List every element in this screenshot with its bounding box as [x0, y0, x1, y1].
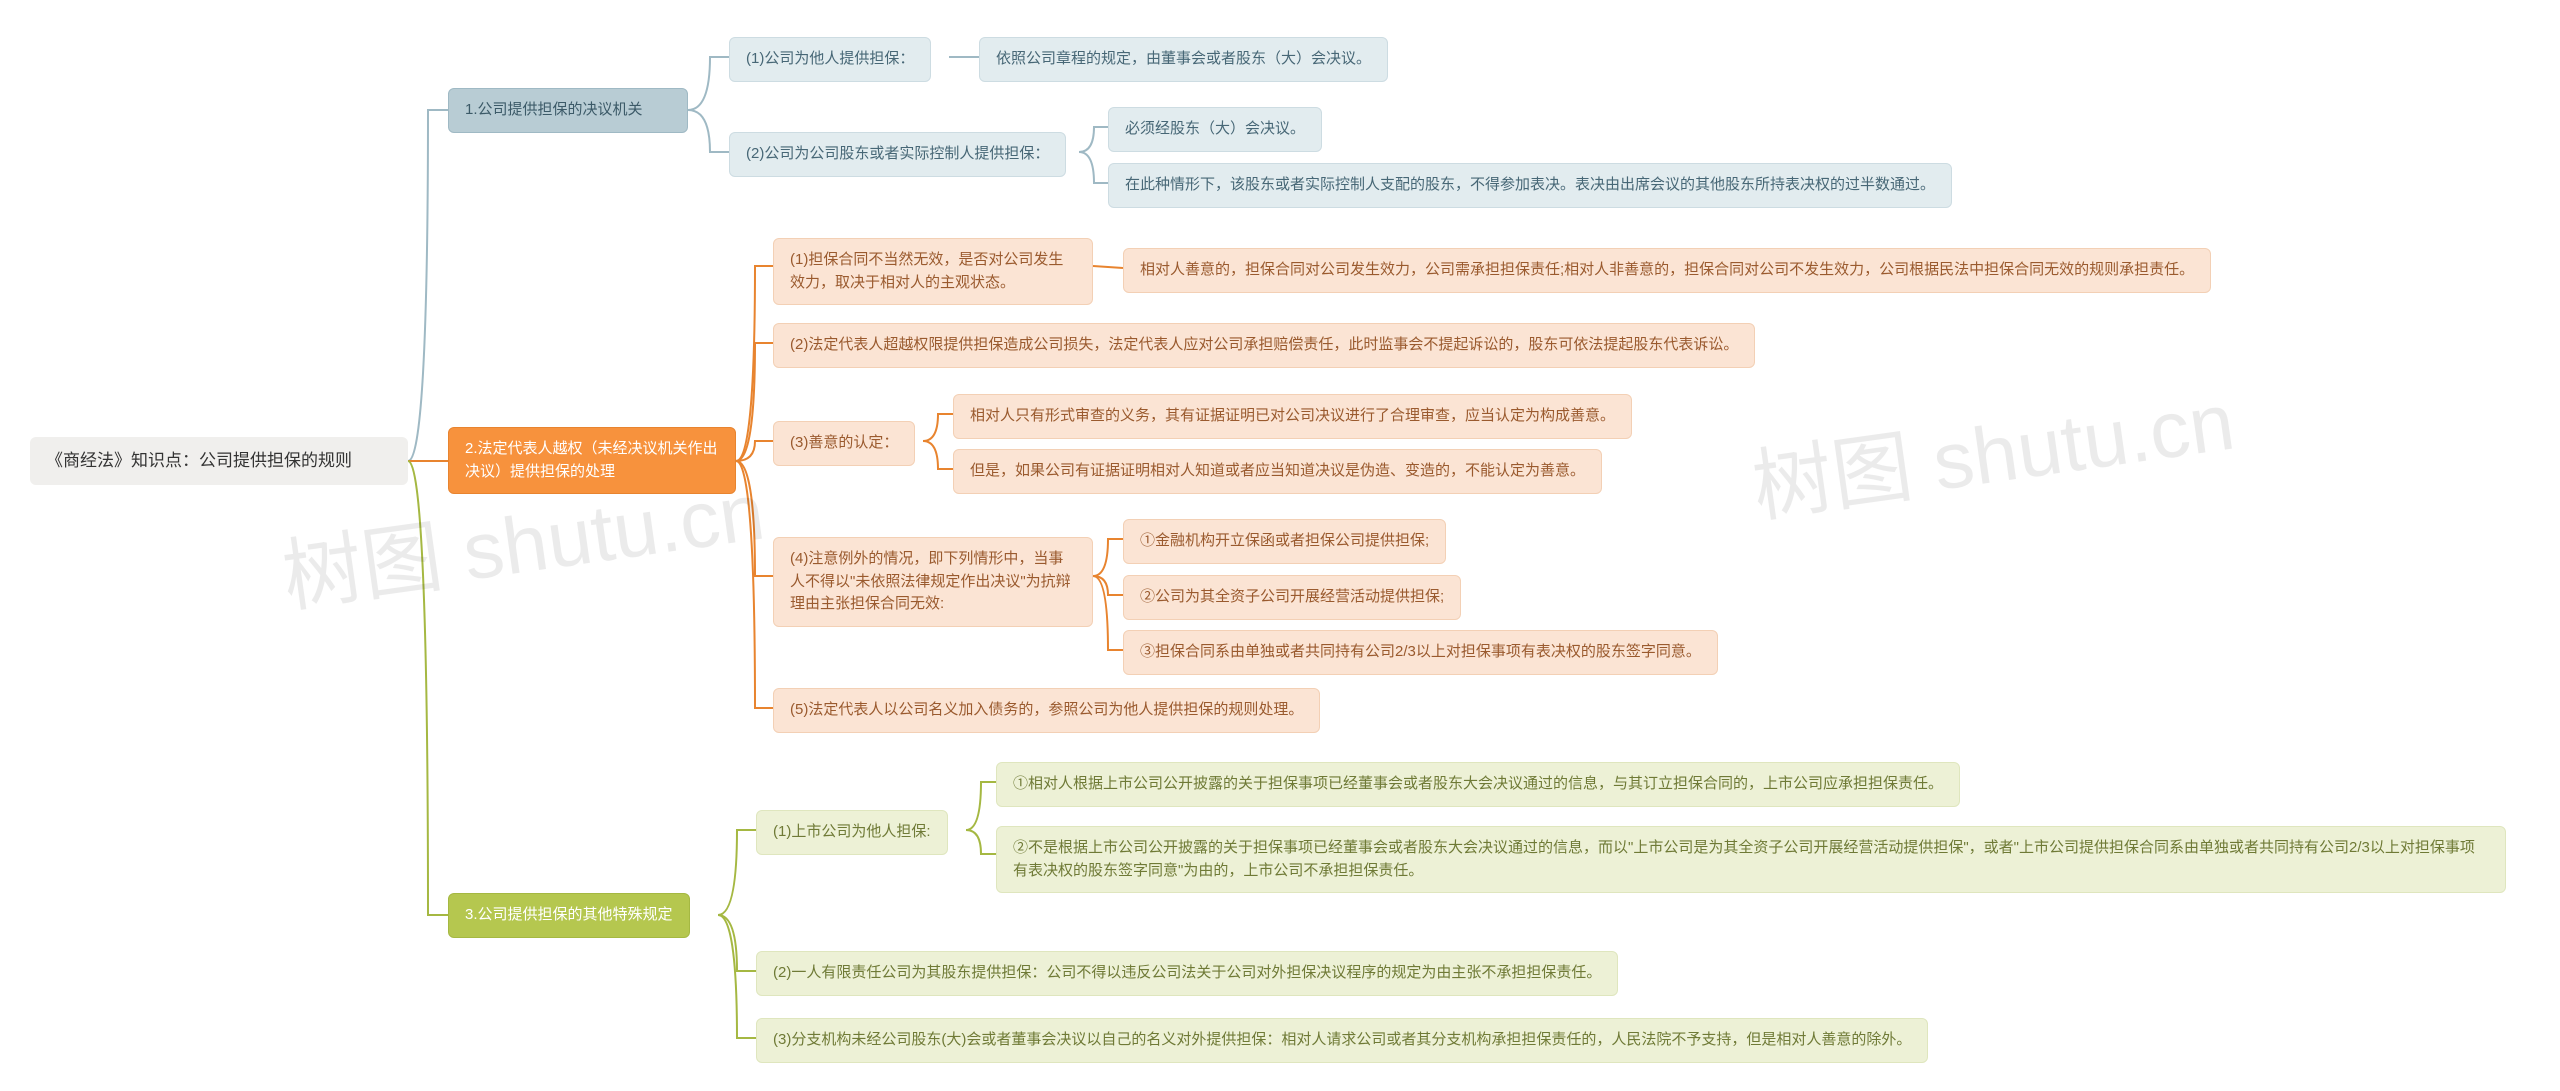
branch-1[interactable]: 1.公司提供担保的决议机关	[448, 88, 688, 133]
b3-c1-c1[interactable]: ①相对人根据上市公司公开披露的关于担保事项已经董事会或者股东大会决议通过的信息，…	[996, 762, 1960, 807]
b2-c1[interactable]: (1)担保合同不当然无效，是否对公司发生效力，取决于相对人的主观状态。	[773, 238, 1093, 305]
root-node[interactable]: 《商经法》知识点：公司提供担保的规则	[30, 437, 408, 485]
b1-c1[interactable]: (1)公司为他人提供担保：	[729, 37, 931, 82]
b1-c2-c1[interactable]: 必须经股东（大）会决议。	[1108, 107, 1322, 152]
b3-c1-c2[interactable]: ②不是根据上市公司公开披露的关于担保事项已经董事会或者股东大会决议通过的信息，而…	[996, 826, 2506, 893]
b2-c4[interactable]: (4)注意例外的情况，即下列情形中，当事人不得以"未依照法律规定作出决议"为抗辩…	[773, 537, 1093, 627]
b3-c1[interactable]: (1)上市公司为他人担保:	[756, 810, 948, 855]
b2-c4-c1[interactable]: ①金融机构开立保函或者担保公司提供担保;	[1123, 519, 1446, 564]
b1-c2[interactable]: (2)公司为公司股东或者实际控制人提供担保：	[729, 132, 1066, 177]
b2-c3-c2[interactable]: 但是，如果公司有证据证明相对人知道或者应当知道决议是伪造、变造的，不能认定为善意…	[953, 449, 1602, 494]
b2-c3-c1[interactable]: 相对人只有形式审查的义务，其有证据证明已对公司决议进行了合理审查，应当认定为构成…	[953, 394, 1632, 439]
branch-3[interactable]: 3.公司提供担保的其他特殊规定	[448, 893, 690, 938]
b2-c3[interactable]: (3)善意的认定：	[773, 421, 915, 466]
mindmap-canvas: 《商经法》知识点：公司提供担保的规则 1.公司提供担保的决议机关 (1)公司为他…	[0, 0, 2560, 1091]
b2-c2[interactable]: (2)法定代表人超越权限提供担保造成公司损失，法定代表人应对公司承担赔偿责任，此…	[773, 323, 1755, 368]
branch-2[interactable]: 2.法定代表人越权（未经决议机关作出决议）提供担保的处理	[448, 427, 736, 494]
b2-c1-c1[interactable]: 相对人善意的，担保合同对公司发生效力，公司需承担担保责任;相对人非善意的，担保合…	[1123, 248, 2211, 293]
b2-c4-c3[interactable]: ③担保合同系由单独或者共同持有公司2/3以上对担保事项有表决权的股东签字同意。	[1123, 630, 1718, 675]
b1-c2-c2[interactable]: 在此种情形下，该股东或者实际控制人支配的股东，不得参加表决。表决由出席会议的其他…	[1108, 163, 1952, 208]
b2-c4-c2[interactable]: ②公司为其全资子公司开展经营活动提供担保;	[1123, 575, 1461, 620]
b2-c5[interactable]: (5)法定代表人以公司名义加入债务的，参照公司为他人提供担保的规则处理。	[773, 688, 1320, 733]
b1-c1-c1[interactable]: 依照公司章程的规定，由董事会或者股东（大）会决议。	[979, 37, 1388, 82]
b3-c2[interactable]: (2)一人有限责任公司为其股东提供担保：公司不得以违反公司法关于公司对外担保决议…	[756, 951, 1618, 996]
b3-c3[interactable]: (3)分支机构未经公司股东(大)会或者董事会决议以自己的名义对外提供担保：相对人…	[756, 1018, 1928, 1063]
